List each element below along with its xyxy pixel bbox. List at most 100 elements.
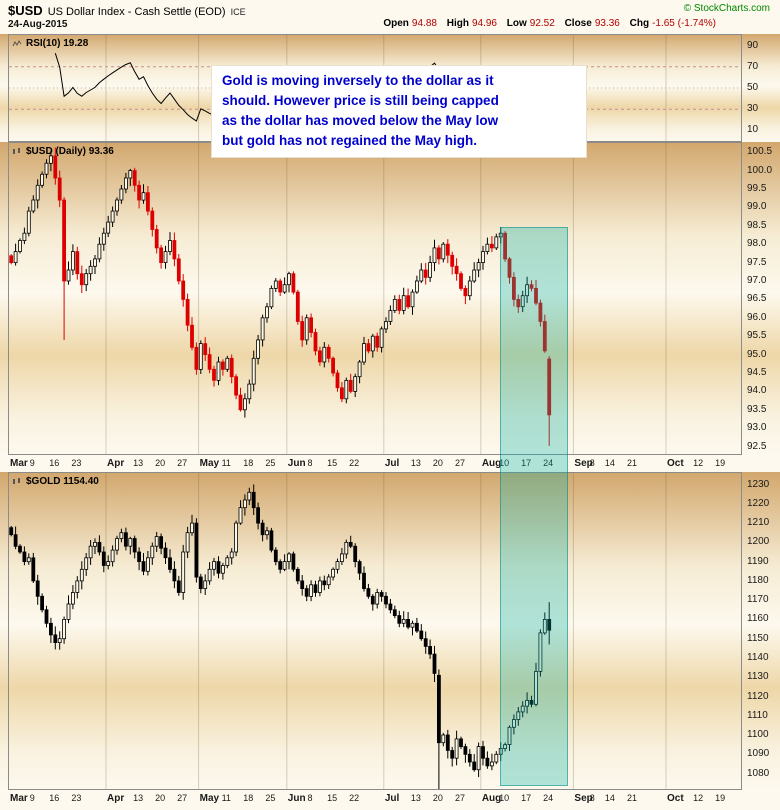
usd-label: $USD (Daily) 93.36 <box>26 146 114 157</box>
x-axis-label: Jun <box>287 793 306 804</box>
y-axis-label: 99.0 <box>747 201 767 213</box>
chart-title: US Dollar Index - Cash Settle (EOD) <box>47 6 226 18</box>
stockcharts-copyright: © StockCharts.com <box>683 3 770 14</box>
gold-plot <box>9 473 667 789</box>
x-axis-label: 8 <box>589 458 595 468</box>
indicator-icon <box>12 40 22 47</box>
x-axis-label: 13 <box>133 793 144 803</box>
x-axis-label: 25 <box>265 458 276 468</box>
y-axis-label: 1180 <box>747 574 769 586</box>
x-axis-label: 20 <box>155 793 166 803</box>
open-label: Open <box>383 18 409 29</box>
chg-label: Chg <box>629 18 650 29</box>
x-axis-label: 24 <box>543 793 554 803</box>
x-axis-label: 27 <box>454 458 465 468</box>
x-axis-gold: Mar 9 16 23 Apr 13 20 27 May 11 18 25 Jun 8 15 22 Jul 13 2… <box>0 790 780 808</box>
x-axis-label: 12 <box>693 793 704 803</box>
x-axis-label: Sep <box>574 458 593 469</box>
gold-plot-frame <box>8 472 742 790</box>
gold-label: $GOLD 1154.40 <box>26 476 99 487</box>
x-axis-label: 20 <box>155 458 166 468</box>
x-axis-label: 18 <box>243 458 254 468</box>
x-axis-label: 13 <box>410 793 421 803</box>
candlestick-icon <box>13 478 20 484</box>
y-axis-label: 1160 <box>747 613 769 625</box>
low-label: Low <box>506 18 527 29</box>
x-axis-label: 20 <box>432 458 443 468</box>
x-axis-label: 14 <box>604 793 615 803</box>
x-axis-label: 23 <box>71 793 82 803</box>
x-axis-label: 14 <box>604 458 615 468</box>
y-axis-label: 70 <box>747 60 759 72</box>
x-axis-label: 17 <box>521 458 532 468</box>
x-axis-label: 21 <box>626 458 637 468</box>
y-axis-label: 1170 <box>747 594 769 606</box>
ohlc-quote: Open 94.88 High 94.96 Low 92.52 Close 93.36 … <box>376 18 716 29</box>
x-axis-label: 8 <box>307 458 313 468</box>
y-axis-label: 90 <box>747 39 759 51</box>
x-axis-label: Aug <box>481 793 502 804</box>
x-axis-label: 13 <box>410 458 421 468</box>
high-label: High <box>446 18 469 29</box>
annotation-line: Gold is moving inversely to the dollar a… <box>222 73 494 88</box>
usd-legend: $USD (Daily) 93.36 <box>12 146 114 157</box>
x-axis-usd: Mar 9 16 23 Apr 13 20 27 May 11 18 25 Jun 8 15 22 Jul 13 2… <box>0 455 780 472</box>
y-axis-label: 100.5 <box>747 146 773 158</box>
x-axis-label: 10 <box>499 458 510 468</box>
x-axis-label: Jun <box>287 458 306 469</box>
x-axis-label: Jul <box>384 458 400 469</box>
usd-candles <box>9 147 552 446</box>
y-axis-label: 95.5 <box>747 330 767 342</box>
annotation-line: as the dollar has moved below the May lo… <box>222 113 499 128</box>
x-axis-label: 13 <box>133 458 144 468</box>
low-value: 92.52 <box>529 18 555 29</box>
usd-panel: $USD (Daily) 93.36 <box>0 142 780 455</box>
x-axis-label: 27 <box>177 793 188 803</box>
y-axis-label: 97.5 <box>747 256 767 268</box>
exchange-label: ICE <box>230 7 246 17</box>
y-axis-label: 96.0 <box>747 311 767 323</box>
y-axis-label: 1220 <box>747 497 770 509</box>
y-axis-label: 1230 <box>747 478 770 490</box>
x-axis-label: Jul <box>384 793 400 804</box>
y-axis-label: 98.5 <box>747 219 767 231</box>
chart-date: 24-Aug-2015 <box>8 19 68 30</box>
gold-legend: $GOLD 1154.40 <box>12 476 99 487</box>
gold-panel: $GOLD 1154.40 <box>0 472 780 790</box>
x-axis-label: 18 <box>243 793 254 803</box>
high-value: 94.96 <box>471 18 497 29</box>
y-axis-label: 1140 <box>747 651 769 663</box>
x-axis-label: 15 <box>327 458 338 468</box>
y-axis-label: 10 <box>747 124 759 136</box>
x-axis-label: Apr <box>107 793 125 804</box>
y-axis-label: 50 <box>747 82 759 93</box>
x-axis-label: 9 <box>29 458 35 468</box>
symbol: $USD <box>8 3 43 18</box>
rsi-legend: RSI(10) 19.28 <box>12 38 88 49</box>
x-axis-label: Oct <box>667 793 684 804</box>
y-axis-label: 1190 <box>747 555 769 567</box>
x-axis-label: 8 <box>589 793 595 803</box>
y-axis-label: 96.5 <box>747 293 767 305</box>
y-axis-label: 1120 <box>747 690 769 702</box>
x-axis-label: Apr <box>107 458 125 469</box>
close-value: 93.36 <box>594 18 620 29</box>
y-axis-label: 93.5 <box>747 403 767 415</box>
x-axis-label: 23 <box>71 458 82 468</box>
x-axis-label: Aug <box>481 458 502 469</box>
gold-candles <box>9 484 552 789</box>
y-axis-label: 94.0 <box>747 385 767 397</box>
y-axis-label: 1080 <box>747 767 770 779</box>
y-axis-label: 30 <box>747 103 759 115</box>
x-axis-label: 10 <box>499 793 510 803</box>
x-axis-label: 27 <box>454 793 465 803</box>
y-axis-label: 100.0 <box>747 164 773 176</box>
x-axis-label: 15 <box>327 793 338 803</box>
x-axis-label: 24 <box>543 458 554 468</box>
x-axis-label: 9 <box>29 793 35 803</box>
x-axis-label: 17 <box>521 793 532 803</box>
y-axis-label: 1200 <box>747 536 770 548</box>
y-axis-label: 1210 <box>747 517 770 529</box>
y-axis-label: 95.0 <box>747 348 767 360</box>
